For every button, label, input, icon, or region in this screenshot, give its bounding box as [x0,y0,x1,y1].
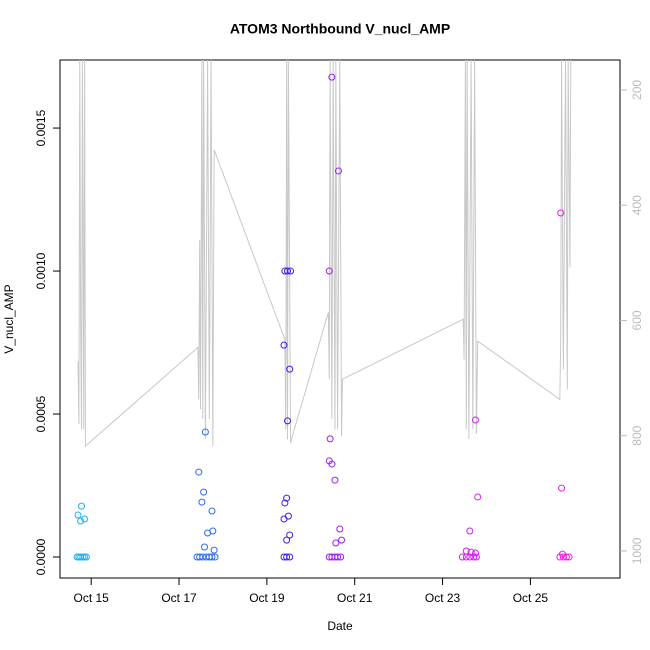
y-tick-label: 0.0000 [34,538,48,575]
data-point [201,428,209,436]
data-point [284,417,292,425]
data-point [471,549,479,557]
y2-tick-label: 600 [630,310,644,330]
data-point [286,531,294,539]
data-point [77,517,85,525]
data-point [284,267,292,275]
y2-tick-label: 800 [630,425,644,445]
x-tick-label: Oct 25 [513,591,549,605]
data-point [208,507,216,515]
data-point [211,553,219,561]
data-point [328,460,336,468]
data-point [78,502,86,510]
data-point [199,553,207,561]
data-point [472,553,480,561]
y-tick-label: 0.0015 [34,109,48,146]
data-point [334,553,342,561]
data-point [338,536,346,544]
data-point [280,515,288,523]
y2-tick-label: 400 [630,195,644,215]
data-point [286,365,294,373]
data-point [284,512,292,520]
data-point [557,209,565,217]
data-point [556,553,564,561]
data-point [466,527,474,535]
chart-title: ATOM3 Northbound V_nucl_AMP [230,21,450,37]
data-point [458,553,466,561]
data-point [471,416,479,424]
data-point [474,493,482,501]
data-point [208,553,216,561]
data-point [196,553,204,561]
y-tick-label: 0.0010 [34,252,48,289]
data-point [283,536,291,544]
data-point [331,476,339,484]
data-point [198,498,206,506]
data-point [200,488,208,496]
data-point [280,341,288,349]
y-tick-label: 0.0005 [34,395,48,432]
data-point [470,553,478,561]
data-point [562,553,570,561]
y-axis-title: V_nucl_AMP [2,284,16,353]
x-axis-title: Date [327,619,353,633]
data-point [336,525,344,533]
x-tick-label: Oct 21 [337,591,373,605]
data-point [281,499,289,507]
data-point [210,546,218,554]
data-point [195,468,203,476]
data-line [77,59,572,448]
data-point [466,553,474,561]
data-point [287,267,295,275]
data-point [328,73,336,81]
data-point [74,511,82,519]
data-point [565,553,573,561]
data-point [462,553,470,561]
data-point [283,553,291,561]
x-tick-label: Oct 15 [74,591,110,605]
data-point [326,435,334,443]
data-point [82,553,90,561]
x-tick-label: Oct 17 [161,591,197,605]
y2-tick-label: 1000 [630,537,644,564]
data-point [334,167,342,175]
y2-tick-label: 200 [630,80,644,100]
data-point [286,553,294,561]
data-point [332,539,340,547]
data-point [209,527,217,535]
x-tick-label: Oct 23 [425,591,461,605]
data-point [325,267,333,275]
x-tick-label: Oct 19 [249,591,285,605]
data-point [337,553,345,561]
data-point [283,494,291,502]
data-point [201,543,209,551]
data-point [81,515,89,523]
data-point [558,484,566,492]
